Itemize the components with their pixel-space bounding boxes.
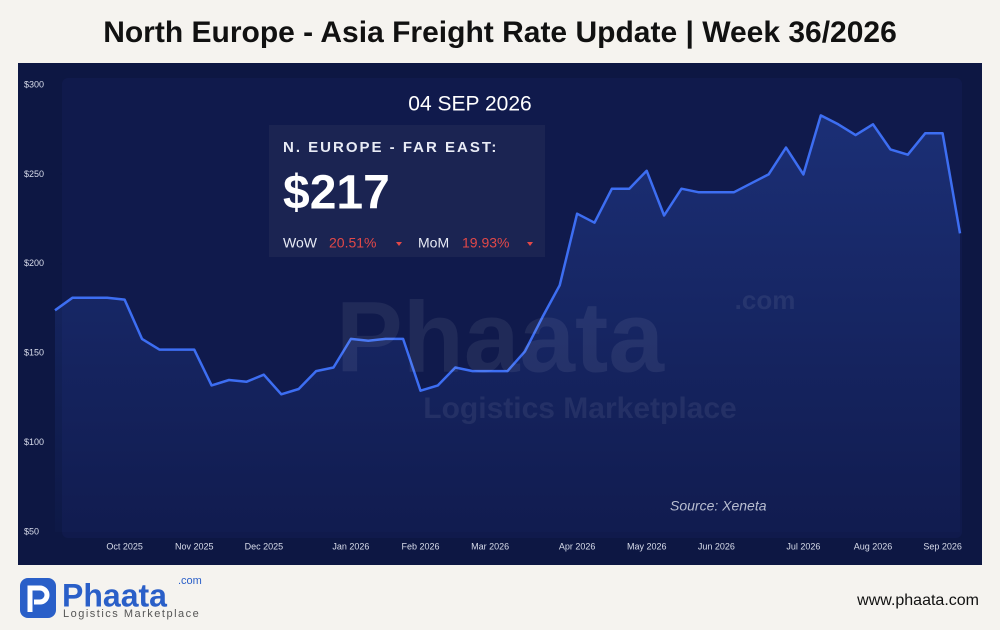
x-tick-label: Dec 2025	[245, 541, 284, 551]
info-panel	[269, 125, 545, 257]
logo-icon	[20, 578, 56, 618]
down-arrow	[396, 242, 402, 246]
x-tick-label: May 2026	[627, 541, 667, 551]
y-tick-label: $50	[24, 526, 39, 536]
watermark-domain: .com	[735, 285, 796, 315]
area	[55, 115, 960, 533]
price: $217	[283, 167, 390, 220]
footer-domain: .com	[178, 575, 202, 587]
wow-label: WoW	[283, 235, 318, 251]
footer-tagline: Logistics Marketplace	[63, 608, 200, 620]
date-label: 04 SEP 2026	[408, 93, 531, 116]
x-tick-label: Apr 2026	[559, 541, 596, 551]
footer-brand: Phaata	[62, 577, 167, 613]
x-tick-label: Oct 2025	[106, 541, 143, 551]
footer-url: www.phaata.com	[856, 592, 979, 609]
y-tick-label: $100	[24, 437, 44, 447]
x-tick-label: Sep 2026	[923, 541, 962, 551]
page-title: North Europe - Asia Freight Rate Update …	[103, 16, 897, 49]
y-tick-label: $150	[24, 348, 44, 358]
x-tick-label: Jan 2026	[332, 541, 369, 551]
source: Source: Xeneta	[670, 498, 767, 514]
x-tick-label: Aug 2026	[854, 541, 893, 551]
route-label: N. EUROPE - FAR EAST:	[283, 139, 498, 156]
x-tick-label: Mar 2026	[471, 541, 509, 551]
y-tick-label: $250	[24, 169, 44, 179]
watermark-tagline: Logistics Marketplace	[423, 392, 736, 425]
mom-value: 19.93%	[462, 235, 509, 251]
plot: $50 $100 $150 $200 $250 $300 Oct 2025 Nov 2025 D…	[24, 79, 962, 551]
wow-value: 20.51%	[329, 235, 376, 251]
x-tick-label: Jun 2026	[698, 541, 735, 551]
y-tick-label: $200	[24, 258, 44, 268]
line	[54, 114, 962, 396]
x-tick-label: Feb 2026	[401, 541, 439, 551]
x-tick-label: Jul 2026	[786, 541, 820, 551]
y-tick-label: $300	[24, 79, 44, 89]
mom-label: MoM	[418, 235, 449, 251]
down-arrow	[527, 242, 533, 246]
logo-glyph	[27, 585, 50, 612]
watermark-brand: Phaata	[336, 281, 665, 393]
x-tick-label: Nov 2025	[175, 541, 214, 551]
